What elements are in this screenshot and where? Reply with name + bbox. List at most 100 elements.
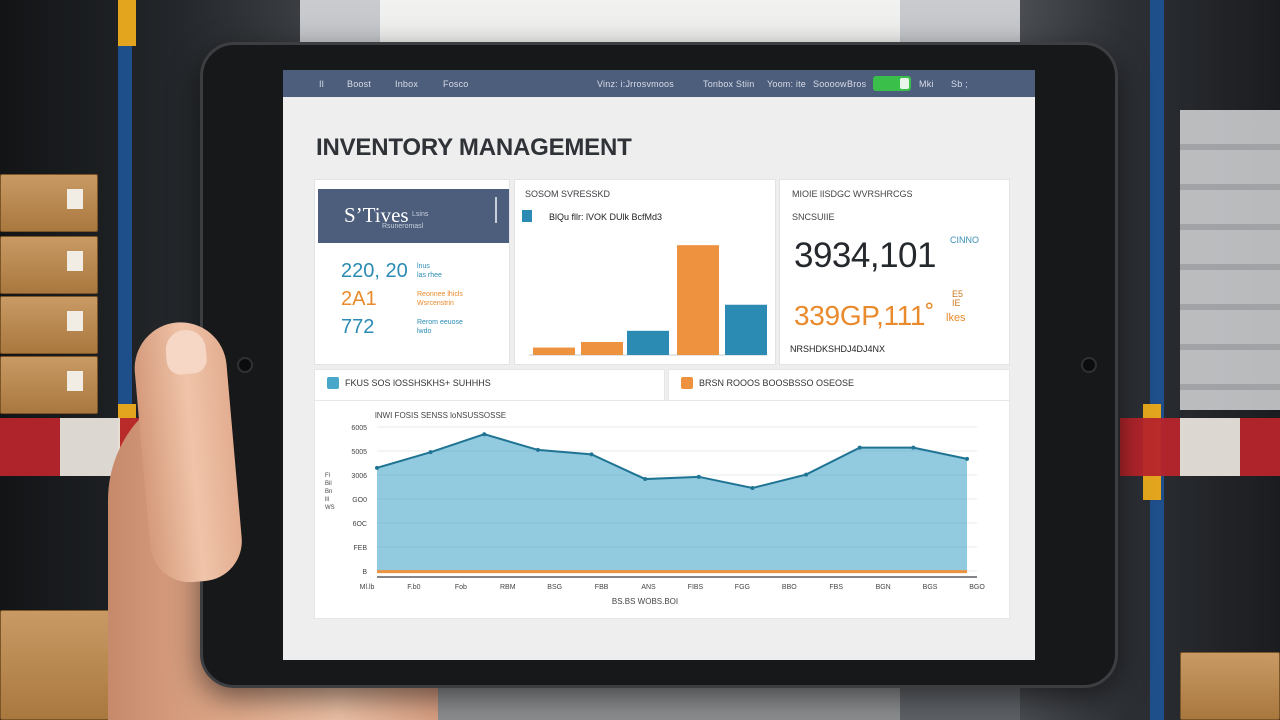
area-point [965, 456, 969, 461]
summary-card-header: SʼTives Lsins Rsuneromasl [318, 189, 509, 243]
y-tick-label: FEB [353, 545, 367, 552]
bar-card-legend-swatch [522, 210, 532, 222]
page-title: INVENTORY MANAGEMENT [316, 134, 632, 161]
nav-item[interactable]: Yoom: ite [767, 79, 806, 89]
area-point [911, 445, 916, 450]
nav-item[interactable]: Boost [347, 79, 372, 89]
area-point [535, 447, 540, 452]
legend-label: BRSN ROOOS BOOSBSSO OSEOSE [699, 378, 855, 388]
tablet-screen: Il Boost Inbox Fosco Vinz: i:Jrrosvmoos … [283, 70, 1035, 660]
bar-4 [677, 245, 719, 355]
cardboard-box [1180, 652, 1280, 720]
y-tick-label: B [362, 569, 367, 576]
area-chart-title: lNWI FOSIS SENSS loNSUSSOSSE [375, 411, 507, 420]
kpi-secondary-value: 339GP,111˚ [794, 300, 935, 331]
bar-card-subtitle: BlQu fllr: lVOK DUlk BcfMd3 [549, 212, 663, 222]
y-axis-label: Fl Bil Bn lll WS [325, 473, 335, 511]
bar-2 [581, 341, 623, 355]
summary-stat: 772 Rerom eeuose lwdo [341, 316, 463, 339]
rack-beam [1120, 418, 1280, 476]
y-tick-label: GO0 [352, 497, 367, 504]
nav-item[interactable]: Bros [847, 79, 867, 89]
x-tick-label: F.b0 [407, 584, 420, 591]
kpi-badge: lkes [946, 312, 966, 324]
area-chart: 6005 5005 3006 GO0 6OC FEB B Fl Bil Bn lll WS Ml.lb F… [325, 425, 985, 606]
x-axis-label: BS.BS WOBS.BOI [612, 597, 678, 606]
cardboard-box [0, 296, 98, 354]
legend-item[interactable]: BRSN ROOOS BOOSBSSO OSEOSE [669, 370, 1009, 401]
x-tick-label: BSG [547, 584, 562, 591]
x-tick-label: BGN [876, 584, 891, 591]
rack-clip [118, 0, 136, 46]
menu-icon[interactable]: Il [319, 79, 324, 89]
header-divider [495, 197, 497, 223]
bar-chart [529, 245, 767, 356]
x-tick-label: FBS [829, 584, 843, 591]
x-tick-label: BGO [969, 584, 985, 591]
bar-chart-card[interactable]: SOSOM SVRESSKD BlQu fllr: lVOK DUlk BcfM… [515, 180, 775, 364]
area-point [696, 474, 701, 479]
area-point [750, 486, 755, 491]
nav-item[interactable]: Mki [919, 79, 934, 89]
stat-value: 772 [341, 316, 375, 338]
area-point [375, 465, 379, 470]
kpi-badge: E5 IE [952, 289, 964, 308]
area-fill [377, 434, 967, 571]
kpi-subtitle: SNCSUIIE [792, 212, 835, 222]
legend-swatch [681, 377, 693, 389]
nav-item[interactable]: Tonbox Stiin [703, 79, 755, 89]
x-tick-label: FIBS [688, 584, 704, 591]
x-tick-label: FGG [735, 584, 750, 591]
kpi-footer: NRSHDKSHDJ4DJ4NX [790, 344, 886, 354]
y-tick-label: 3006 [351, 473, 367, 480]
area-point [589, 452, 594, 457]
y-tick-label: 6OC [353, 521, 367, 528]
summary-header-title: SʼTives [344, 203, 409, 227]
stat-label: Reonnee lhicls Wsrcenstrin [417, 291, 463, 307]
legend-swatch [327, 377, 339, 389]
kpi-card[interactable]: MIOIE lISDGC WVRSHRCGS SNCSUIIE 3934,101… [780, 180, 1009, 364]
x-tick-label: BGS [923, 584, 938, 591]
area-point [428, 450, 433, 455]
y-tick-label: 6005 [351, 425, 367, 432]
tablet-camera [237, 357, 253, 373]
rack-post [1150, 0, 1164, 720]
summary-card[interactable]: SʼTives Lsins Rsuneromasl 220, 20 lnus l… [315, 180, 509, 364]
bar-card-title: SOSOM SVRESSKD [525, 189, 611, 199]
nav-item[interactable]: Fosco [443, 79, 469, 89]
y-tick-label: 5005 [351, 449, 367, 456]
legend-item[interactable]: FKUS SOS lOSSHSKHS+ SUHHHS [315, 370, 664, 401]
nav-item[interactable]: Soooow [813, 79, 847, 89]
nav-item[interactable]: Inbox [395, 79, 419, 89]
area-line [376, 433, 968, 490]
cardboard-box [0, 610, 115, 720]
x-tick-label: RBM [500, 584, 516, 591]
nav-item[interactable]: Vinz: i:Jrrosvmoos [597, 79, 674, 89]
kpi-badge: CINNO [950, 235, 979, 245]
kpi-title: MIOIE lISDGC WVRSHRCGS [792, 189, 913, 199]
user-menu[interactable]: Sb ; [951, 79, 968, 89]
stat-label: Rerom eeuose lwdo [417, 319, 463, 335]
top-nav-bar: Il Boost Inbox Fosco Vinz: i:Jrrosvmoos … [283, 70, 1035, 97]
area-point [643, 477, 648, 482]
status-toggle[interactable] [873, 76, 911, 91]
cardboard-box [0, 174, 98, 232]
summary-header-caption: Rsuneromasl [382, 223, 424, 230]
summary-stat: 2A1 Reonnee lhicls Wsrcenstrin [341, 288, 463, 311]
wrapped-pallet [1180, 110, 1280, 410]
cardboard-box [0, 236, 98, 294]
summary-stat: 220, 20 lnus las rhee [341, 260, 442, 283]
tablet-home-sensor [1081, 357, 1097, 373]
x-tick-label: ANS [641, 584, 656, 591]
stat-value: 220, 20 [341, 260, 408, 282]
x-tick-label: BBO [782, 584, 797, 591]
legend-label: FKUS SOS lOSSHSKHS+ SUHHHS [345, 378, 491, 388]
stat-value: 2A1 [341, 288, 377, 310]
kpi-main-value: 3934,101 [794, 236, 936, 275]
bar-5 [725, 304, 767, 355]
area-chart-card[interactable]: lNWI FOSIS SENSS loNSUSSOSSE 6005 5005 300… [315, 401, 1009, 618]
cardboard-box [0, 356, 98, 414]
area-point [857, 445, 862, 450]
x-tick-label: Ml.lb [360, 584, 375, 591]
bar-3 [627, 330, 669, 355]
